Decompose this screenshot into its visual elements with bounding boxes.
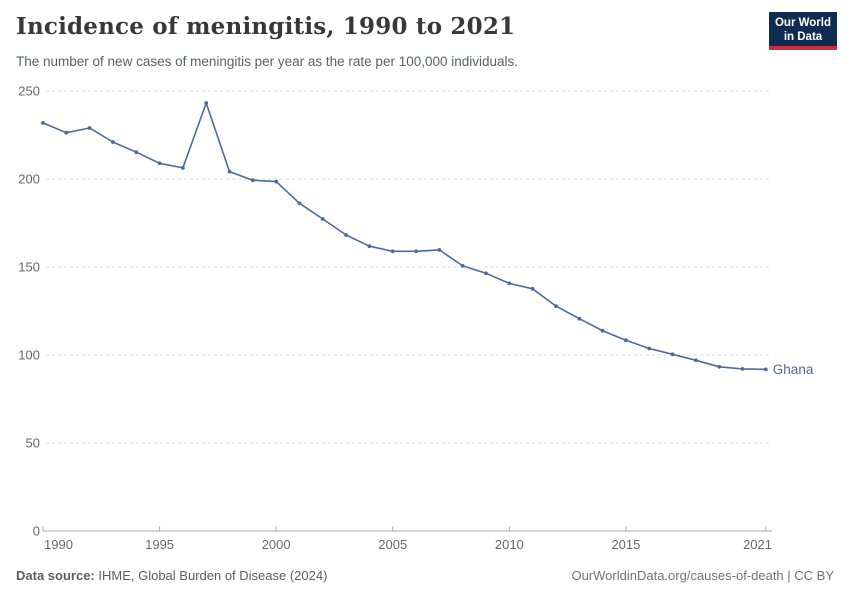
data-point	[484, 271, 488, 276]
x-tick-label: 2000	[262, 537, 291, 552]
owid-logo-line1: Our World	[774, 17, 831, 29]
data-point	[624, 338, 628, 343]
data-point	[554, 304, 558, 308]
page-subtitle: The number of new cases of meningitis pe…	[16, 54, 519, 69]
data-point	[297, 201, 302, 206]
data-point	[181, 166, 185, 170]
y-tick-label: 250	[18, 84, 40, 99]
data-point	[437, 248, 442, 252]
data-point	[157, 161, 162, 166]
data-point	[227, 169, 232, 174]
data-point	[320, 217, 325, 221]
owid-logo: Our World in Data	[769, 12, 837, 50]
data-point	[507, 281, 512, 286]
y-tick-label: 50	[26, 436, 40, 451]
data-source-note: Data source: IHME, Global Burden of Dise…	[16, 568, 327, 583]
data-point	[134, 150, 139, 155]
data-point	[414, 249, 418, 254]
data-point	[647, 346, 652, 351]
data-point	[344, 233, 348, 237]
x-tick-label: 2021	[743, 537, 772, 552]
data-line	[42, 102, 767, 371]
x-tick-label: 2010	[495, 537, 524, 552]
x-tick-label: 2005	[378, 537, 407, 552]
data-point	[717, 364, 722, 369]
data-point	[41, 121, 45, 125]
data-source-value: IHME, Global Burden of Disease (2024)	[98, 568, 328, 583]
y-tick-label: 100	[18, 348, 40, 363]
data-point	[87, 126, 92, 130]
x-tick-label: 1995	[145, 537, 174, 552]
x-tick-label: 1990	[44, 537, 73, 552]
data-point	[460, 264, 465, 268]
data-point	[111, 140, 115, 144]
y-tick-label: 150	[18, 260, 40, 275]
data-point	[250, 178, 255, 183]
data-point	[64, 130, 69, 135]
data-point	[577, 316, 582, 321]
data-point	[204, 101, 209, 105]
data-point	[763, 367, 768, 372]
owid-credit-link[interactable]: OurWorldinData.org/causes-of-death | CC …	[571, 568, 834, 583]
data-point	[530, 286, 535, 291]
y-tick-label: 200	[18, 172, 40, 187]
series-end-label: Ghana	[773, 362, 814, 377]
data-point	[600, 328, 605, 333]
page-title: Incidence of meningitis, 1990 to 2021	[16, 13, 516, 40]
data-point	[274, 179, 279, 184]
y-tick-label: 0	[33, 524, 40, 539]
data-source-label: Data source:	[16, 568, 95, 583]
owid-logo-line2: in Data	[783, 31, 823, 43]
data-point	[670, 352, 675, 357]
data-point	[367, 244, 372, 249]
data-point	[390, 249, 395, 254]
data-point	[694, 358, 698, 363]
x-tick-label: 2015	[611, 537, 640, 552]
data-point	[740, 367, 745, 371]
